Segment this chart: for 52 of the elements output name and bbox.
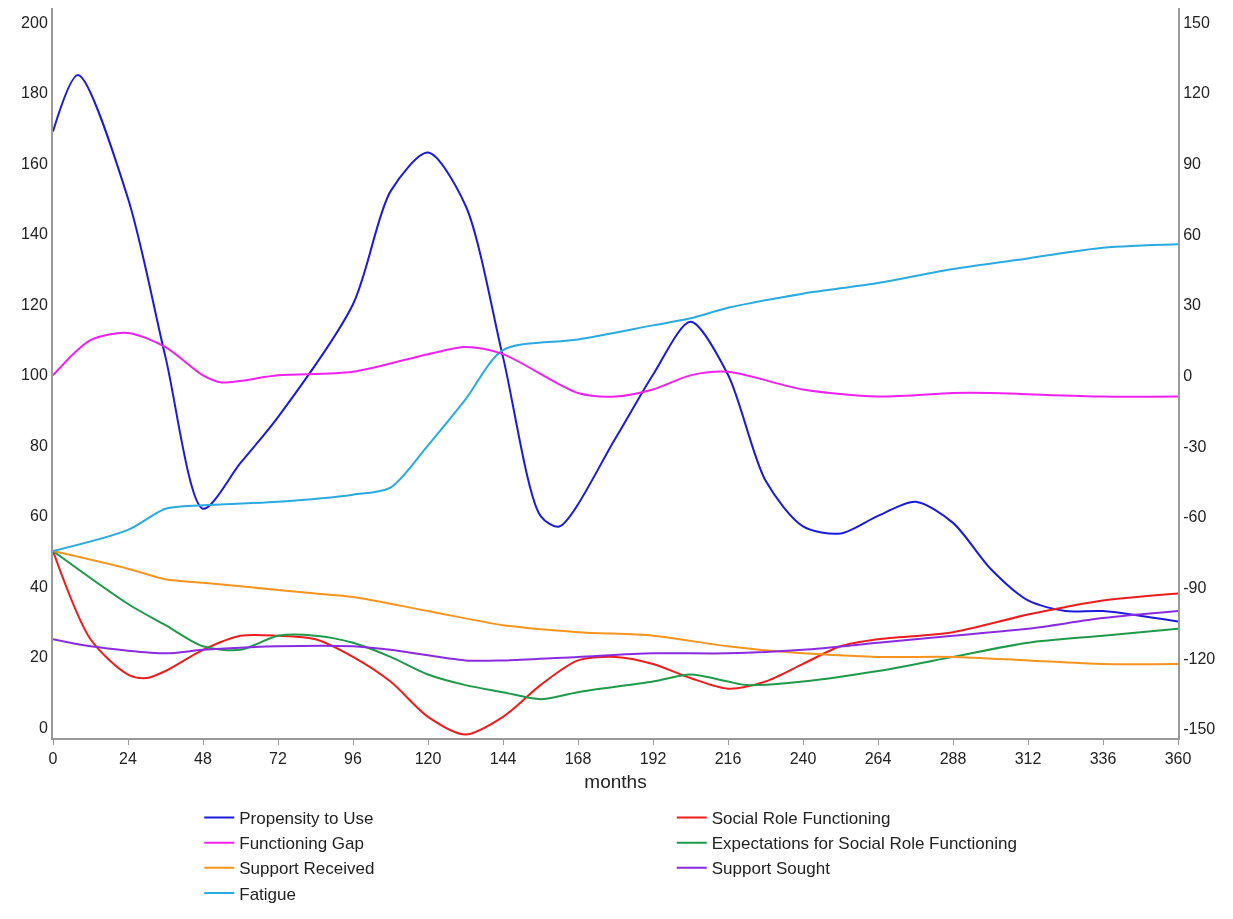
y-tick-label: 40 bbox=[30, 577, 48, 595]
y2-tick-label: -60 bbox=[1183, 508, 1207, 526]
y-tick-label: 200 bbox=[21, 13, 48, 31]
y2-tick-label: -30 bbox=[1183, 437, 1207, 455]
y-tick-label: 180 bbox=[21, 84, 48, 102]
x-tick-label: 48 bbox=[194, 750, 212, 768]
y-tick-label: 60 bbox=[30, 507, 48, 525]
x-tick-label: 96 bbox=[344, 750, 362, 768]
x-tick-label: 144 bbox=[489, 750, 517, 768]
x-tick-label: 72 bbox=[269, 750, 287, 768]
line-series bbox=[53, 550, 1178, 701]
legend-label: Support Received bbox=[239, 859, 375, 879]
line-series bbox=[53, 610, 1178, 662]
x-tick-label: 336 bbox=[1089, 750, 1117, 768]
x-axis-title: months bbox=[584, 770, 647, 792]
y-tick-label: 0 bbox=[38, 719, 48, 737]
legend-label: Expectations for Social Role Functioning bbox=[711, 834, 1017, 854]
x-tick-label: 120 bbox=[414, 750, 442, 768]
legend-label: Social Role Functioning bbox=[711, 809, 891, 829]
x-tick-label: 312 bbox=[1014, 750, 1042, 768]
y2-tick-label: 60 bbox=[1183, 225, 1202, 243]
line-series bbox=[53, 550, 1178, 666]
y-tick-label: 160 bbox=[21, 154, 48, 172]
x-tick-label: 360 bbox=[1164, 750, 1192, 768]
x-tick-label: 288 bbox=[939, 750, 967, 768]
y2-tick-label: 150 bbox=[1183, 13, 1210, 31]
line-series bbox=[53, 74, 1178, 623]
y2-tick-label: -90 bbox=[1183, 578, 1207, 596]
y-tick-label: 20 bbox=[30, 648, 48, 666]
x-tick-label: 216 bbox=[714, 750, 742, 768]
x-tick-label: 240 bbox=[789, 750, 817, 768]
y2-tick-label: 90 bbox=[1183, 155, 1202, 173]
x-tick-label: 24 bbox=[119, 750, 137, 768]
y-tick-label: 120 bbox=[21, 295, 48, 313]
legend-label: Support Sought bbox=[711, 859, 831, 879]
x-tick-label: 168 bbox=[564, 750, 592, 768]
y2-tick-label: 30 bbox=[1183, 296, 1202, 314]
line-series bbox=[53, 243, 1178, 553]
x-tick-label: 264 bbox=[864, 750, 892, 768]
line-series bbox=[53, 331, 1178, 398]
y2-tick-label: -150 bbox=[1183, 720, 1216, 738]
x-tick-label: 192 bbox=[639, 750, 667, 768]
line-series bbox=[53, 550, 1178, 736]
legend-label: Functioning Gap bbox=[239, 834, 364, 854]
y2-tick-label: -120 bbox=[1183, 649, 1216, 667]
legend-label: Propensity to Use bbox=[239, 809, 374, 829]
y2-tick-label: 0 bbox=[1183, 366, 1193, 384]
y2-tick-label: 120 bbox=[1183, 84, 1210, 102]
y-tick-label: 100 bbox=[21, 366, 48, 384]
legend-label: Fatigue bbox=[239, 884, 296, 904]
y-tick-label: 80 bbox=[30, 436, 48, 454]
y-tick-label: 140 bbox=[21, 225, 48, 243]
